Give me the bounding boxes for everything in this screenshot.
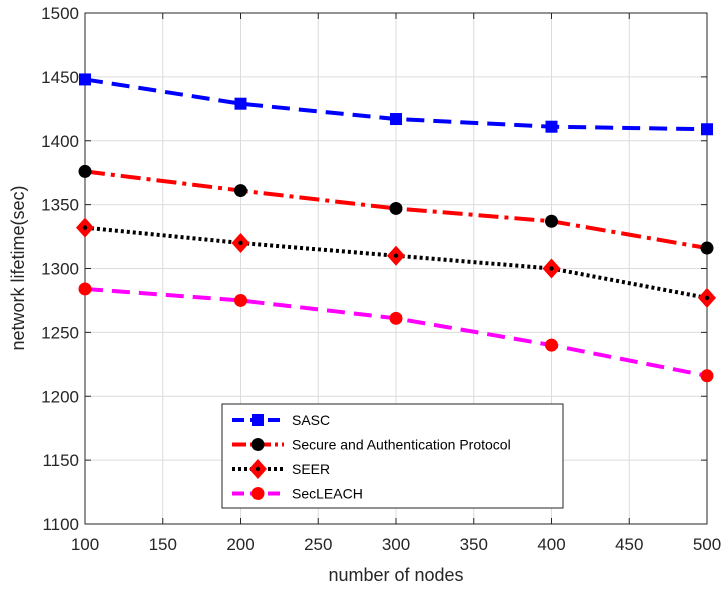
- y-tick-label: 1250: [41, 323, 79, 342]
- legend-seer-marker-center: [255, 466, 261, 472]
- x-tick-label: 300: [382, 535, 410, 554]
- x-tick-label: 250: [304, 535, 332, 554]
- seer-marker-center: [549, 266, 554, 271]
- seer-marker-center: [238, 240, 243, 246]
- legend: SASC Secure and Authentication Protocol SE…: [221, 403, 564, 509]
- seer-marker-center: [704, 295, 710, 301]
- sasc-marker: [234, 97, 247, 110]
- x-tick-label: 200: [226, 535, 254, 554]
- series-group: [76, 73, 716, 383]
- y-axis-label: network lifetime(sec): [8, 185, 28, 350]
- y-tick-label: 1300: [41, 260, 79, 279]
- y-tick-label: 1500: [41, 4, 79, 23]
- legend-label-secure-and-authentication-protocol: Secure and Authentication Protocol: [292, 437, 511, 453]
- series-sasc: [79, 73, 713, 136]
- series-seer: [76, 217, 716, 308]
- secleach-marker: [234, 293, 247, 307]
- x-tick-label: 500: [693, 535, 721, 554]
- secure-and-authentication-protocol-marker: [389, 201, 403, 215]
- y-tick-label: 1200: [41, 387, 79, 406]
- seer-marker-center: [393, 253, 399, 258]
- legend-secleach-marker: [251, 487, 265, 500]
- axis-ticks: 100 150 200 250 300 350 400 450 500 1100 1150 1200 1…: [41, 4, 721, 554]
- x-tick-label: 400: [537, 535, 565, 554]
- secleach-marker: [545, 338, 558, 352]
- secleach-marker: [389, 311, 403, 325]
- sasc-marker: [390, 113, 402, 126]
- y-tick-label: 1400: [41, 132, 79, 151]
- seer-marker-center: [82, 225, 88, 230]
- series-secleach: [78, 282, 714, 383]
- x-tick-label: 150: [149, 535, 177, 554]
- x-tick-label: 100: [71, 535, 99, 554]
- legend-secure-and-authentication-protocol-marker: [251, 438, 265, 451]
- sasc-marker: [701, 123, 713, 136]
- y-tick-label: 1150: [42, 451, 79, 470]
- x-axis-label: number of nodes: [328, 565, 463, 585]
- series-secure-and-authentication-protocol: [78, 164, 714, 255]
- sasc-marker: [545, 120, 558, 133]
- legend-label-seer: SEER: [292, 461, 330, 477]
- y-tick-label: 1100: [42, 515, 79, 534]
- secure-and-authentication-protocol-line: [84, 169, 708, 251]
- x-tick-label: 350: [460, 535, 488, 554]
- y-tick-label: 1450: [41, 68, 79, 87]
- x-tick-label: 450: [615, 535, 643, 554]
- y-tick-label: 1350: [41, 196, 79, 215]
- secure-and-authentication-protocol-marker: [545, 214, 558, 228]
- sasc-marker: [79, 73, 91, 86]
- secure-and-authentication-protocol-marker: [78, 164, 92, 178]
- legend-label-sasc: SASC: [292, 412, 330, 428]
- secure-and-authentication-protocol-marker: [700, 241, 714, 255]
- secleach-marker: [78, 282, 92, 296]
- legend-sasc-marker: [252, 414, 264, 426]
- secure-and-authentication-protocol-marker: [234, 184, 247, 198]
- grid-lines: [85, 13, 707, 524]
- legend-label-secleach: SecLEACH: [292, 486, 363, 502]
- secleach-marker: [700, 369, 714, 383]
